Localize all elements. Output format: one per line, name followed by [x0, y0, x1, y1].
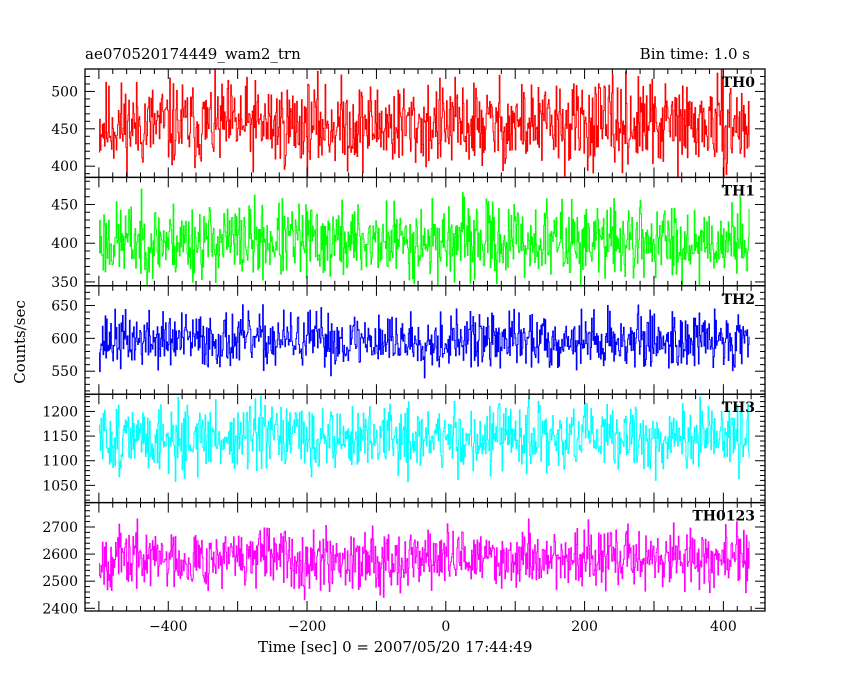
panel-frame-th0123: [84, 501, 766, 612]
x-tick-label: 200: [571, 619, 598, 635]
y-tick-label: 2600: [42, 547, 78, 563]
series-line-th1: [98, 188, 750, 287]
y-tick-label: 550: [51, 364, 78, 380]
y-tick-label: 2700: [42, 520, 78, 536]
panel-label-th2: TH2: [722, 292, 755, 308]
x-tick-label: −400: [149, 619, 187, 635]
x-tick-label: 400: [710, 619, 737, 635]
y-tick-label: 450: [51, 198, 78, 214]
x-tick-label: 0: [441, 619, 450, 635]
panel-label-th0123: TH0123: [692, 509, 755, 525]
panel-label-th1: TH1: [722, 183, 755, 199]
series-line-th3: [98, 395, 750, 483]
panel-label-th0: TH0: [722, 75, 756, 91]
y-tick-label: 1050: [42, 478, 78, 494]
y-tick-label: 1100: [42, 454, 78, 470]
y-axis-label: Counts/sec: [11, 300, 29, 384]
x-axis-label: Time [sec] 0 = 2007/05/20 17:44:49: [258, 638, 533, 656]
x-tick-label: −200: [288, 619, 326, 635]
y-tick-label: 2500: [42, 574, 78, 590]
y-tick-label: 600: [51, 331, 78, 347]
y-tick-label: 400: [51, 159, 78, 175]
y-tick-label: 2400: [42, 601, 78, 617]
series-line-th0123: [98, 518, 750, 600]
y-tick-label: 650: [51, 299, 78, 315]
chart-title: ae070520174449_wam2_trn: [85, 45, 301, 63]
series-line-th2: [98, 304, 750, 379]
y-tick-label: 1150: [42, 429, 78, 445]
y-tick-label: 450: [51, 122, 78, 138]
series-line-th0: [98, 68, 750, 178]
y-tick-label: 400: [51, 236, 78, 252]
panel-label-th3: TH3: [722, 400, 755, 416]
bin-time-label: Bin time: 1.0 s: [639, 45, 750, 63]
y-tick-label: 350: [51, 275, 78, 291]
y-tick-label: 500: [51, 84, 78, 100]
y-tick-label: 1200: [42, 404, 78, 420]
